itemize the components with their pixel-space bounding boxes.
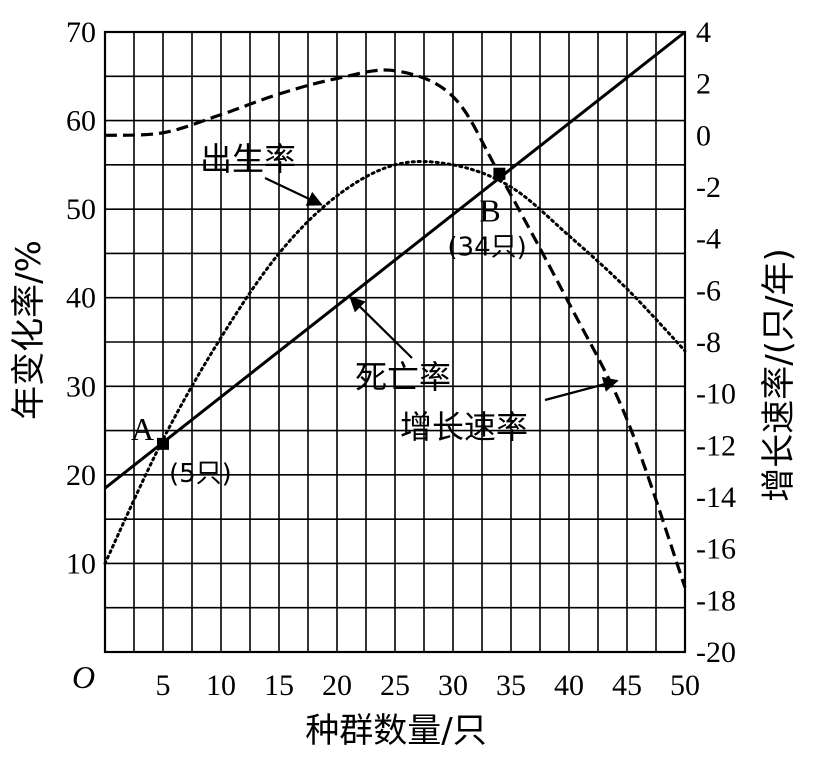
x-tick-label: 45 xyxy=(612,669,642,702)
birth-rate-arrow xyxy=(264,177,323,206)
y-right-tick-label: -16 xyxy=(696,533,736,566)
y-left-tick-label: 70 xyxy=(66,16,96,49)
y-right-tick-label: -14 xyxy=(696,481,736,514)
x-axis-label: 种群数量/只 xyxy=(305,711,486,751)
y-right-tick-label: 0 xyxy=(696,119,711,152)
y-right-tick-label: -8 xyxy=(696,326,721,359)
x-tick-label: 30 xyxy=(438,669,468,702)
y-right-tick-label: -4 xyxy=(696,223,721,256)
growth-rate-annotation: 增长速率 xyxy=(400,408,528,446)
y-left-tick-label: 30 xyxy=(66,370,96,403)
birth-rate-annotation: 出生率 xyxy=(200,140,296,178)
x-tick-label: 15 xyxy=(264,669,294,702)
y-left-tick-label: 40 xyxy=(66,282,96,315)
y-left-tick-label: 10 xyxy=(66,547,96,580)
y-right-tick-label: 4 xyxy=(696,16,711,49)
x-tick-label: 25 xyxy=(380,669,410,702)
growth-rate-arrow xyxy=(544,376,619,402)
growth-rate-line xyxy=(104,68,687,588)
y-right-tick-label: -12 xyxy=(696,429,736,462)
y-left-tick-label: 60 xyxy=(66,105,96,138)
y-right-tick-label: -6 xyxy=(696,274,721,307)
y-right-tick-label: -2 xyxy=(696,171,721,204)
x-tick-label: 20 xyxy=(322,669,352,702)
y-right-tick-label: -18 xyxy=(696,584,736,617)
point-a-sublabel: (5只) xyxy=(169,459,232,489)
plot-frame xyxy=(103,30,687,654)
y-left-tick-label: 50 xyxy=(66,193,96,226)
x-tick-label: 50 xyxy=(670,669,700,702)
points-layer: A (5只) B (34只) xyxy=(131,167,527,489)
point-b-sublabel: (34只) xyxy=(447,233,526,263)
birth-rate-line xyxy=(103,160,687,565)
origin-label: O xyxy=(72,659,95,695)
point-b-label: B xyxy=(479,193,500,229)
point-b-marker xyxy=(493,167,506,180)
x-tick-label: 10 xyxy=(206,669,236,702)
point-a-label: A xyxy=(131,411,154,447)
y-right-tick-label: -20 xyxy=(696,636,736,669)
grid xyxy=(105,32,685,652)
death-rate-arrow xyxy=(349,296,413,359)
y-axis-left-label: 年变化率/% xyxy=(9,240,49,420)
x-tick-label: 40 xyxy=(554,669,584,702)
death-rate-annotation: 死亡率 xyxy=(355,358,451,396)
x-tick-label: 35 xyxy=(496,669,526,702)
y-right-tick-label: -10 xyxy=(696,378,736,411)
x-tick-label: 5 xyxy=(156,669,171,702)
y-right-tick-label: 2 xyxy=(696,68,711,101)
y-axis-right-label: 增长速率/(只/年) xyxy=(759,248,799,501)
death-rate-line xyxy=(104,30,686,490)
series-layer xyxy=(103,30,687,588)
y-left-tick-label: 20 xyxy=(66,459,96,492)
point-a-marker xyxy=(157,437,169,450)
